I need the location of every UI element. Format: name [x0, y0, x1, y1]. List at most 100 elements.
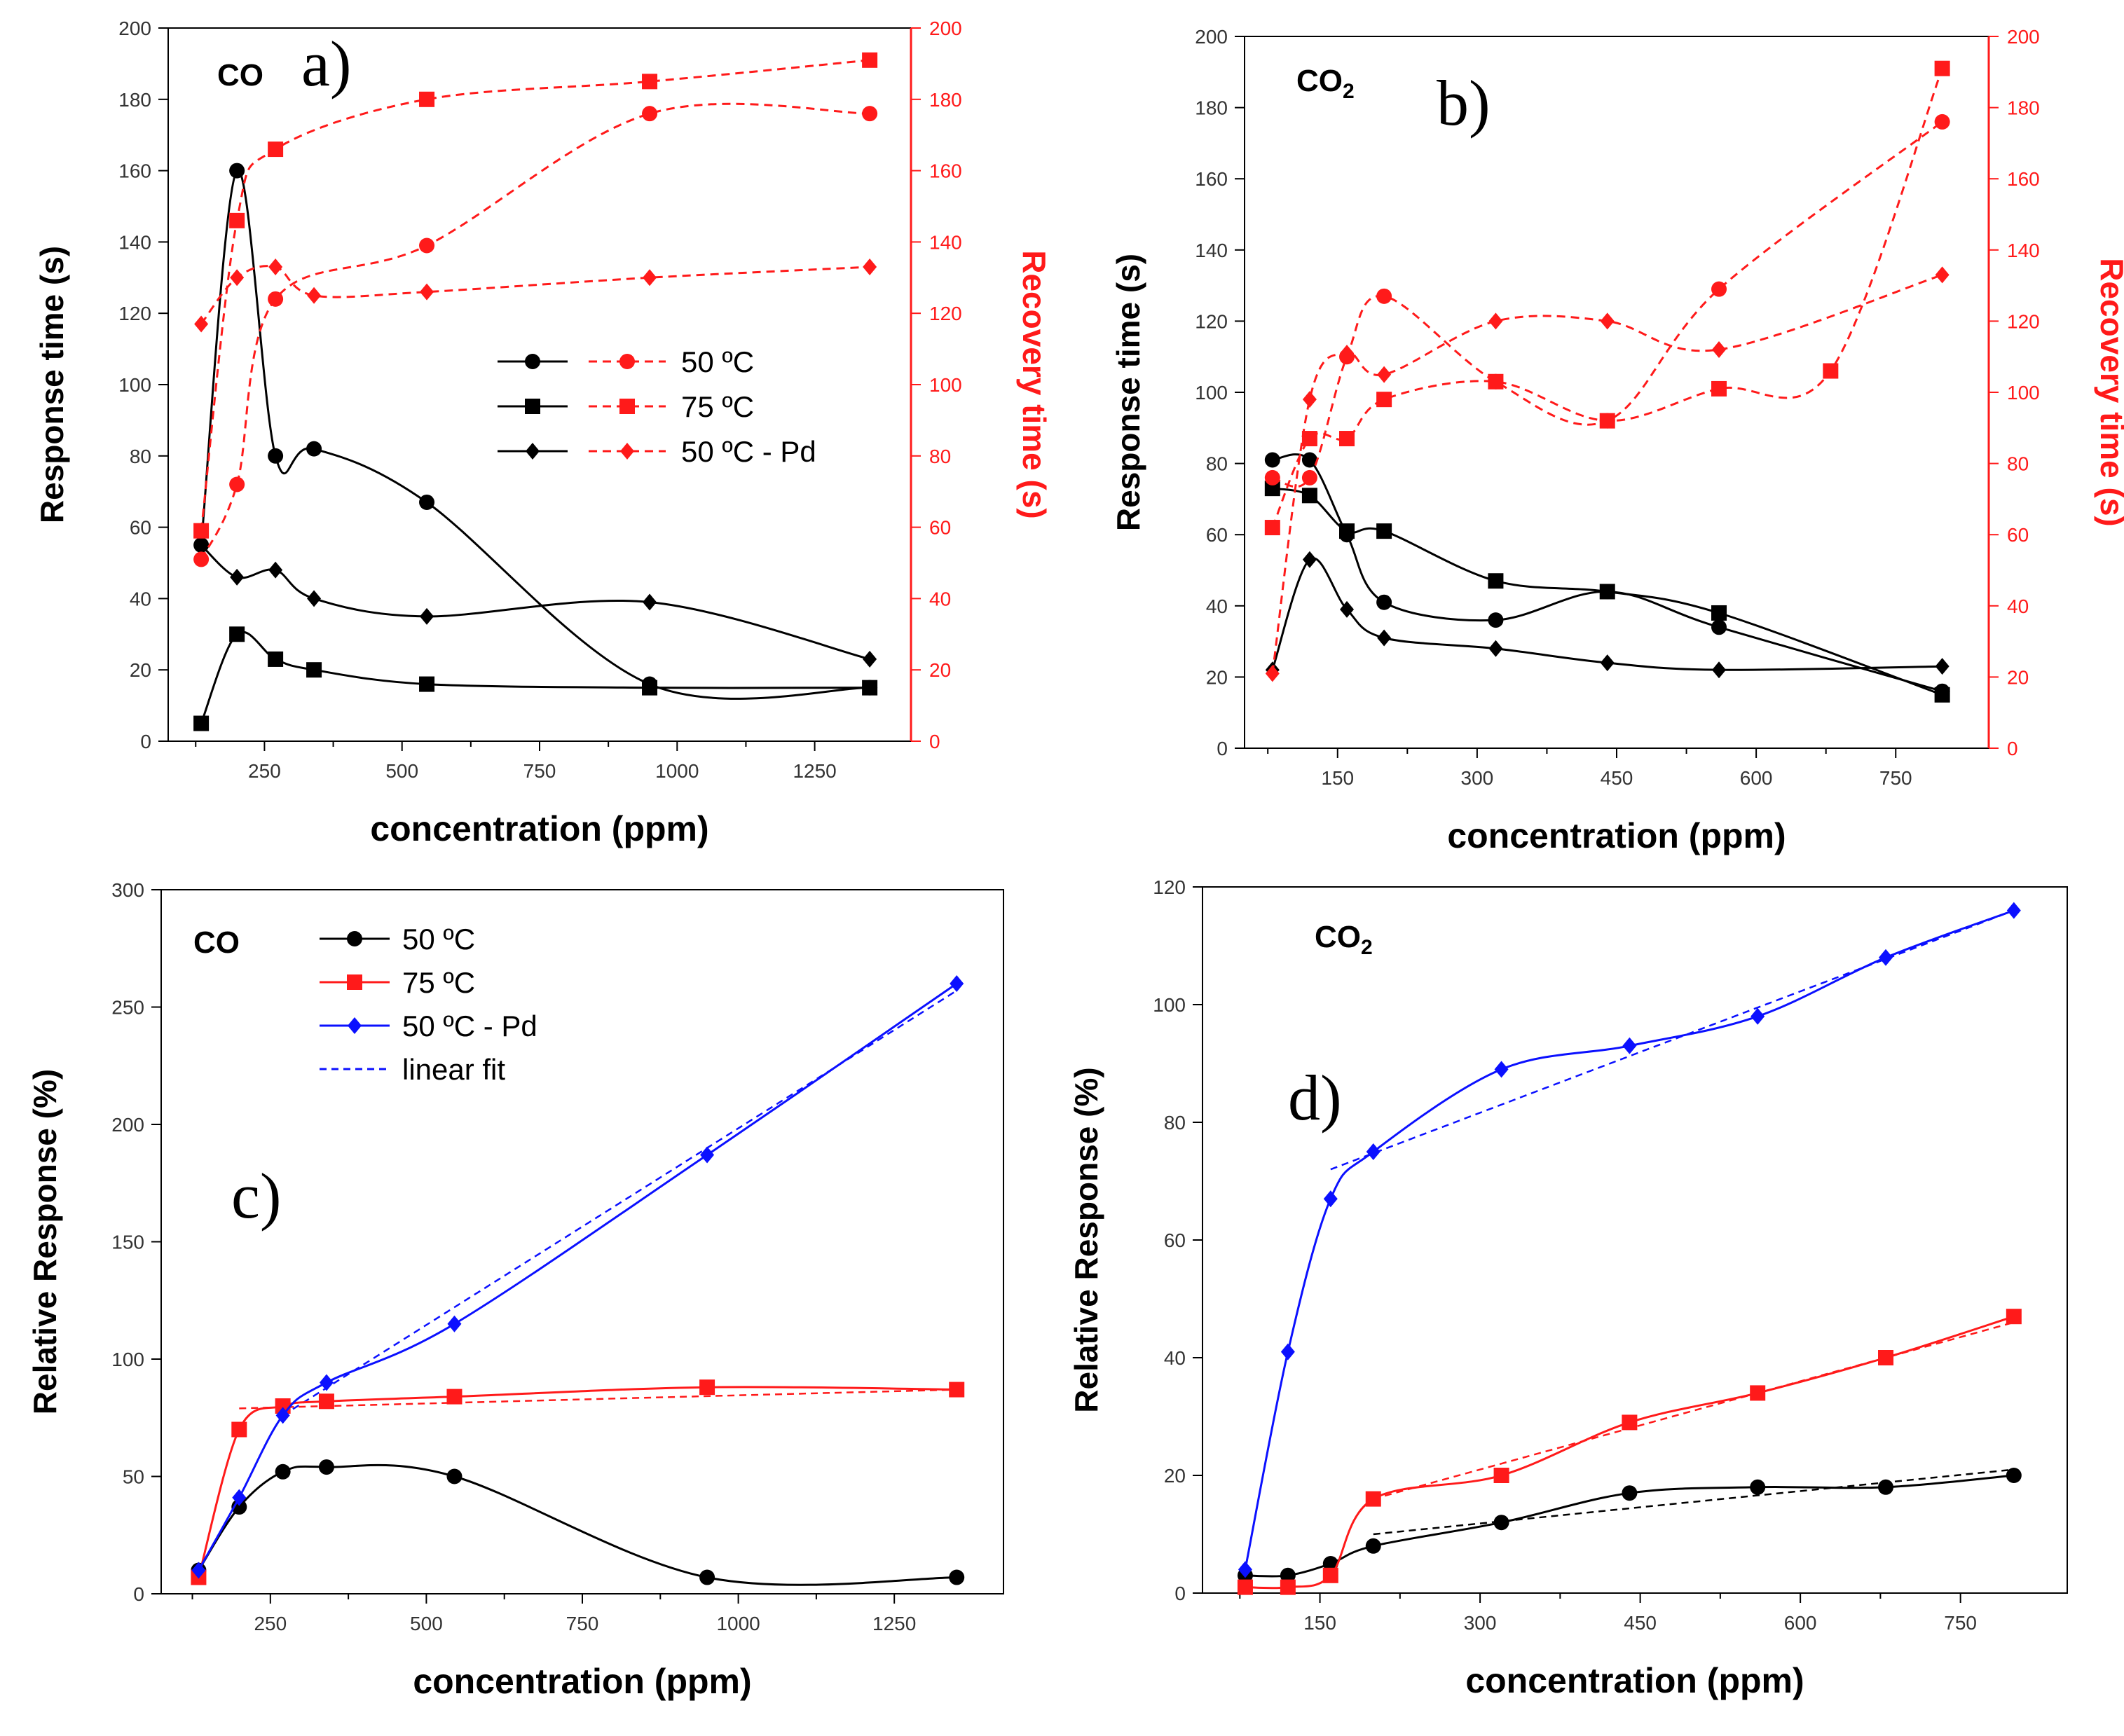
y-right-tick-label: 20 — [929, 659, 951, 681]
data-point-diamond — [863, 259, 877, 276]
series-line-circle-red — [200, 102, 870, 560]
data-point-square — [1488, 373, 1504, 390]
y-right-tick-label: 60 — [2007, 524, 2029, 546]
y-axis-title: Relative Response (%) — [1068, 1067, 1104, 1412]
y-tick-label: 100 — [111, 1349, 144, 1370]
data-point-square — [1711, 380, 1727, 397]
data-point-square — [229, 626, 245, 642]
data-point-circle — [1711, 619, 1727, 635]
y-right-tick-label: 180 — [929, 89, 962, 111]
y-right-tick-label: 120 — [2007, 310, 2040, 332]
x-axis-title: concentration (ppm) — [1465, 1661, 1804, 1700]
data-point-square — [1622, 1414, 1638, 1431]
data-point-diamond — [1488, 312, 1503, 330]
data-point-circle — [1750, 1479, 1766, 1495]
chart-a: 250 500 750 1000 125002040608010012014016018… — [34, 18, 1053, 848]
y-tick-label: 200 — [111, 1114, 144, 1136]
y-tick-label: 80 — [130, 446, 151, 467]
x-tick-label: 150 — [1321, 767, 1354, 789]
y-tick-label: 20 — [130, 659, 151, 681]
data-point-circle — [1878, 1479, 1894, 1495]
data-point-square — [862, 680, 878, 696]
data-point-square — [1599, 413, 1615, 429]
data-point-square — [318, 1393, 334, 1410]
gas-label: CO2 — [1315, 920, 1373, 959]
y-tick-label: 80 — [1206, 453, 1228, 475]
data-point-square — [268, 142, 284, 158]
y-tick-label: 180 — [1195, 97, 1228, 119]
data-point-square — [1264, 481, 1280, 497]
y-axis-title: Response time (s) — [34, 246, 70, 523]
panel-label: b) — [1437, 67, 1491, 139]
x-tick-label: 300 — [1464, 1612, 1497, 1634]
data-point-circle — [275, 1463, 291, 1480]
legend-label: 75 ºC — [681, 390, 754, 423]
data-point-circle — [949, 1569, 965, 1585]
data-point-diamond — [1340, 600, 1355, 618]
data-point-diamond — [1879, 949, 1893, 966]
x-tick-label: 750 — [1879, 767, 1912, 789]
data-point-square — [642, 680, 658, 696]
series-line-diamond-black — [200, 544, 870, 661]
legend-label: 75 ºC — [402, 966, 475, 999]
y-right-axis-title: Recovery time (s) — [2094, 258, 2124, 527]
legend: 50 ºC 75 ºC 50 ºC - Pd — [498, 345, 816, 468]
data-point-diamond — [1494, 1061, 1509, 1078]
data-point-square — [1322, 1567, 1338, 1583]
series-line-square-red — [1245, 1315, 2015, 1590]
data-point-diamond — [275, 1407, 290, 1424]
legend-marker — [525, 354, 540, 369]
y-tick-label: 250 — [111, 997, 144, 1019]
data-point-diamond — [1377, 366, 1392, 383]
data-point-circle — [862, 106, 878, 122]
legend-marker — [526, 443, 540, 460]
data-point-diamond — [268, 259, 283, 276]
y-right-tick-label: 200 — [929, 18, 962, 39]
data-point-square — [231, 1421, 247, 1438]
data-point-diamond — [1302, 551, 1317, 568]
series-line-diamond-black — [1271, 557, 1943, 671]
data-point-square — [949, 1382, 965, 1398]
data-point-diamond — [230, 269, 245, 287]
data-point-circle — [1934, 113, 1950, 130]
data-point-diamond — [1935, 658, 1950, 675]
y-tick-label: 20 — [1164, 1465, 1186, 1487]
data-point-diamond — [268, 561, 283, 579]
x-tick-label: 1250 — [872, 1613, 916, 1634]
data-point-diamond — [194, 537, 209, 554]
linear-fit-line-black — [1373, 1468, 2014, 1536]
data-point-square — [1599, 584, 1615, 600]
data-point-square — [1493, 1468, 1509, 1483]
legend: 50 ºC 75 ºC 50 ºC - Pd linear fit — [320, 923, 537, 1086]
chart-b: 150 300 450 600 7500204060801001201401601802… — [1110, 26, 2124, 855]
y-tick-label: 20 — [1206, 666, 1228, 688]
data-point-circle — [1301, 452, 1317, 468]
data-point-circle — [268, 291, 284, 307]
y-axis-title: Relative Response (%) — [27, 1069, 63, 1414]
legend-label: 50 ºC — [402, 923, 475, 956]
data-point-diamond — [1323, 1190, 1338, 1208]
y-tick-label: 40 — [1164, 1347, 1186, 1369]
y-right-tick-label: 100 — [2007, 382, 2040, 404]
legend-marker — [348, 1017, 362, 1034]
data-point-diamond — [950, 975, 964, 992]
data-point-circle — [446, 1468, 463, 1484]
panel-label: d) — [1288, 1062, 1342, 1134]
y-tick-label: 120 — [118, 303, 151, 324]
data-point-square — [1301, 488, 1317, 504]
data-point-diamond — [1238, 1561, 1252, 1578]
y-tick-label: 60 — [1206, 524, 1228, 546]
data-point-diamond — [307, 590, 322, 607]
y-tick-label: 0 — [1217, 738, 1228, 759]
data-point-square — [1878, 1350, 1894, 1365]
x-axis-title: concentration (ppm) — [370, 809, 708, 848]
y-tick-label: 100 — [1195, 382, 1228, 404]
data-point-diamond — [1265, 665, 1280, 682]
series-line-circle-red — [1272, 120, 1943, 488]
series-line-diamond-blue — [1244, 909, 2015, 1570]
x-tick-label: 500 — [410, 1613, 443, 1634]
data-point-square — [306, 662, 322, 678]
y-right-tick-label: 0 — [929, 731, 940, 752]
panel-label: c) — [231, 1160, 281, 1232]
legend-marker — [619, 354, 635, 369]
